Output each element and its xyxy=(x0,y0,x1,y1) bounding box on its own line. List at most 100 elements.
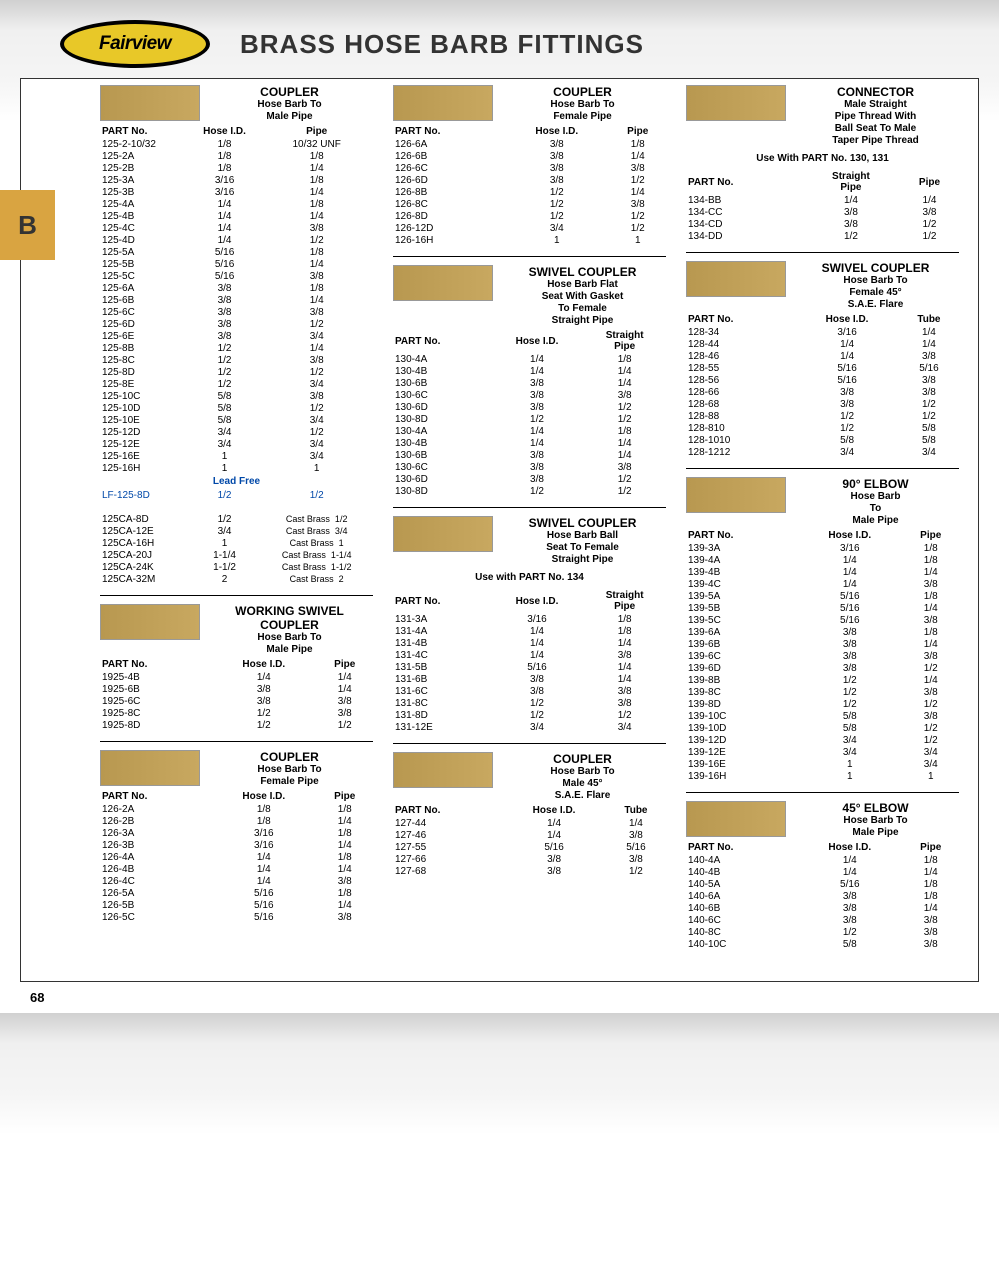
cell: 1/4 xyxy=(211,851,316,863)
cell: 127-46 xyxy=(393,829,502,841)
page-number: 68 xyxy=(0,982,999,1013)
col-header: Hose I.D. xyxy=(797,841,902,854)
cell: 3/8 xyxy=(795,398,899,410)
cell: 3/8 xyxy=(606,829,666,841)
section-subtitle: Hose Barb ToFemale Pipe xyxy=(206,764,373,788)
cell: 140-4A xyxy=(686,854,797,866)
product-image xyxy=(393,85,493,121)
col-header: StraightPipe xyxy=(802,170,900,194)
cell: 127-66 xyxy=(393,853,502,865)
table-row: 139-12E3/43/4 xyxy=(686,746,959,758)
section-note: Use with PART No. 134 xyxy=(393,572,666,583)
cell: 1/4 xyxy=(316,899,373,911)
table-row: 125-10D5/81/2 xyxy=(100,402,373,414)
cell: 1/4 xyxy=(316,683,373,695)
table-row: 128-8101/25/8 xyxy=(686,422,959,434)
table-row: 139-5C5/163/8 xyxy=(686,614,959,626)
section-coupler-female-b: COUPLERHose Barb ToFemale PipePART No.Ho… xyxy=(393,85,666,246)
cell: 5/16 xyxy=(189,258,261,270)
cell: 130-6C xyxy=(393,389,491,401)
cell: 1/4 xyxy=(189,198,261,210)
cell: 3/8 xyxy=(797,626,902,638)
section-title: COUPLER xyxy=(499,85,666,99)
cell: 1/4 xyxy=(316,863,373,875)
cell: 125-6A xyxy=(100,282,189,294)
cell: 3/4 xyxy=(902,746,959,758)
cell: 3/8 xyxy=(504,138,609,150)
table-row: 128-555/165/16 xyxy=(686,362,959,374)
table-row: 125-16H11 xyxy=(100,462,373,474)
cell: 3/8 xyxy=(189,318,261,330)
cell: 125-10C xyxy=(100,390,189,402)
section-title: 45° ELBOW xyxy=(792,801,959,815)
table-row: 125-2A1/81/8 xyxy=(100,150,373,162)
cell: 1/8 xyxy=(583,625,666,637)
cell: 1/2 xyxy=(260,318,373,330)
table-row: 139-16E13/4 xyxy=(686,758,959,770)
cell: 128-56 xyxy=(686,374,795,386)
cell: 1/8 xyxy=(583,425,666,437)
cell: 125-4A xyxy=(100,198,189,210)
cell: 140-10C xyxy=(686,938,797,950)
cell: 125-8E xyxy=(100,378,189,390)
cell: 1/2 xyxy=(211,719,316,731)
cell: 1/8 xyxy=(902,878,959,890)
cell: 5/8 xyxy=(795,434,899,446)
cell: 1/4 xyxy=(583,365,666,377)
table-row: 127-441/41/4 xyxy=(393,817,666,829)
table-row: 125CA-16H1Cast Brass 1 xyxy=(100,537,373,549)
cell: 125-8C xyxy=(100,354,189,366)
cell: 125-16H xyxy=(100,462,189,474)
cell: 3/8 xyxy=(504,150,609,162)
table-row: 126-6D3/81/2 xyxy=(393,174,666,186)
product-image xyxy=(100,604,200,640)
cell: 139-12E xyxy=(686,746,797,758)
cell: 1/2 xyxy=(189,378,261,390)
cell: Cast Brass 1-1/2 xyxy=(260,561,373,573)
cell: 3/8 xyxy=(902,938,959,950)
table-row: 128-881/21/2 xyxy=(686,410,959,422)
cell: 126-8D xyxy=(393,210,504,222)
table-row: 126-2B1/81/4 xyxy=(100,815,373,827)
table-row: 126-8D1/21/2 xyxy=(393,210,666,222)
cell: 1/2 xyxy=(795,422,899,434)
cell: 125CA-24K xyxy=(100,561,189,573)
cell: 128-55 xyxy=(686,362,795,374)
cell: 1/2 xyxy=(189,366,261,378)
cell: 131-4B xyxy=(393,637,491,649)
cell: 1/4 xyxy=(902,638,959,650)
section-title: COUPLER xyxy=(206,750,373,764)
cell: 139-5B xyxy=(686,602,797,614)
cell: 139-4B xyxy=(686,566,797,578)
table-row: 131-6C3/83/8 xyxy=(393,685,666,697)
table-row: 130-8D1/21/2 xyxy=(393,485,666,497)
table-row: 130-6C3/83/8 xyxy=(393,389,666,401)
cell: 128-44 xyxy=(686,338,795,350)
cell: 5/16 xyxy=(211,887,316,899)
cell: 1/4 xyxy=(211,875,316,887)
cell: Cast Brass 3/4 xyxy=(260,525,373,537)
cell: 1/4 xyxy=(491,353,584,365)
cell: 1 xyxy=(797,770,902,782)
col-header: Hose I.D. xyxy=(211,790,316,803)
cell: 1/4 xyxy=(491,649,584,661)
cell: 1-1/2 xyxy=(189,561,261,573)
cell: 131-3A xyxy=(393,613,491,625)
parts-table: PART No.Hose I.D.Pipe140-4A1/41/8140-4B1… xyxy=(686,841,959,950)
cell: 140-5A xyxy=(686,878,797,890)
cell: 3/8 xyxy=(491,685,584,697)
cell: 3/8 xyxy=(899,374,959,386)
col-header: StraightPipe xyxy=(583,329,666,353)
cell: 1/4 xyxy=(189,222,261,234)
table-row: 126-3A3/161/8 xyxy=(100,827,373,839)
cell: 126-5B xyxy=(100,899,211,911)
table-row: 128-10105/85/8 xyxy=(686,434,959,446)
cell: 1 xyxy=(797,758,902,770)
cell: 125CA-8D xyxy=(100,513,189,525)
cell: 1/8 xyxy=(902,590,959,602)
cell: 3/8 xyxy=(316,707,373,719)
table-row: 125-8C1/23/8 xyxy=(100,354,373,366)
cell: 3/8 xyxy=(797,662,902,674)
column-3: CONNECTORMale StraightPipe Thread WithBa… xyxy=(682,79,963,966)
lead-free-header: Lead Free xyxy=(100,474,373,489)
